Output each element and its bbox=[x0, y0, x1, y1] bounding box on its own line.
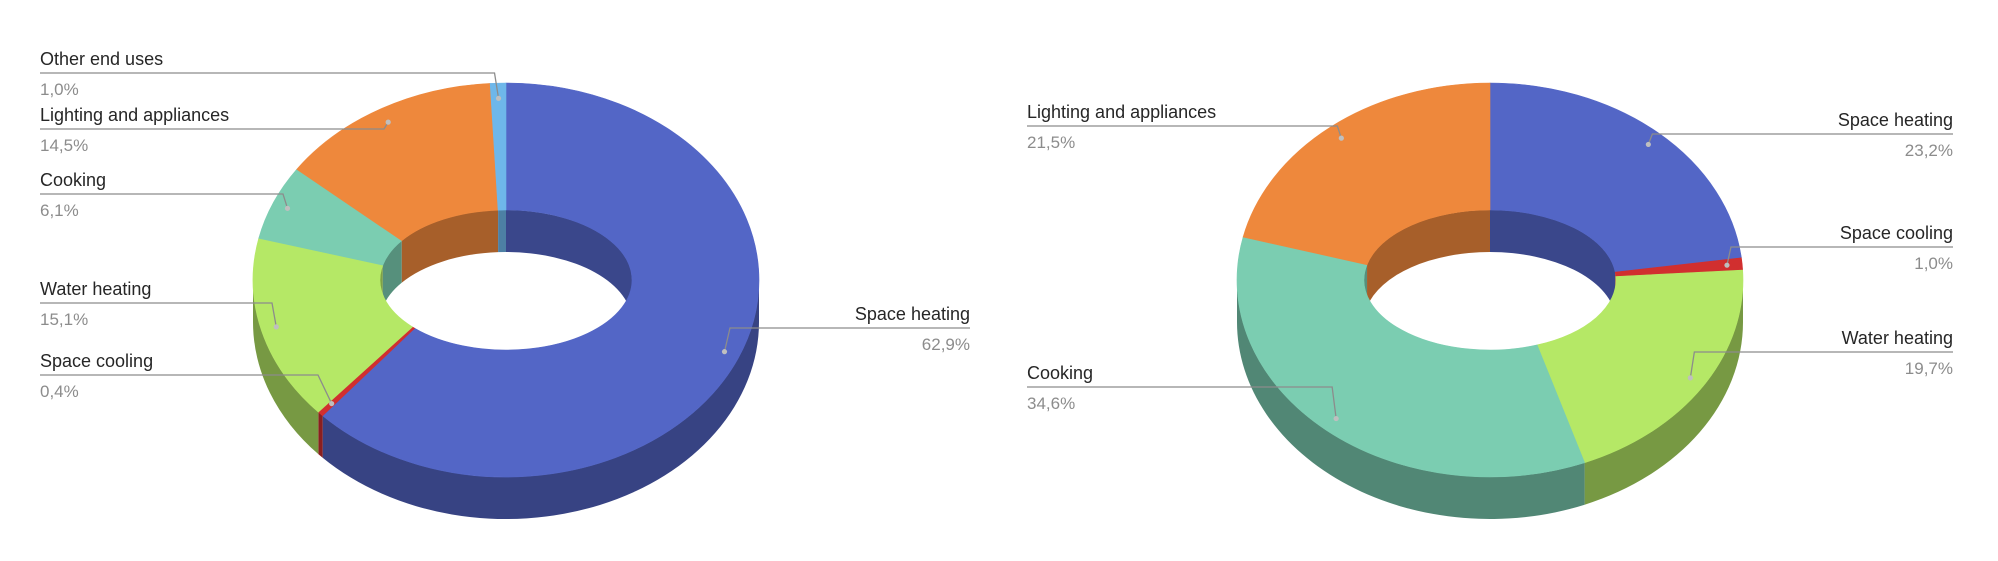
category-label: Water heating bbox=[1842, 328, 1953, 348]
value-label: 14,5% bbox=[40, 136, 88, 155]
leader-anchor bbox=[722, 349, 727, 354]
label-lighting_and_appliances: Lighting and appliances 21,5% bbox=[1027, 102, 1344, 152]
leader-anchor bbox=[386, 120, 391, 125]
value-label: 34,6% bbox=[1027, 394, 1075, 413]
value-label: 6,1% bbox=[40, 201, 79, 220]
category-label: Cooking bbox=[1027, 363, 1093, 383]
leader-anchor bbox=[285, 206, 290, 211]
category-label: Space cooling bbox=[1840, 223, 1953, 243]
outer-wall-space_cooling bbox=[318, 412, 322, 458]
inner-wall-other_end_uses bbox=[498, 210, 506, 252]
category-label: Space cooling bbox=[40, 351, 153, 371]
value-label: 15,1% bbox=[40, 310, 88, 329]
category-label: Space heating bbox=[855, 304, 970, 324]
leader-anchor bbox=[274, 324, 279, 329]
category-label: Cooking bbox=[40, 170, 106, 190]
leader-anchor bbox=[496, 96, 501, 101]
category-label: Lighting and appliances bbox=[40, 105, 229, 125]
leader-anchor bbox=[1646, 142, 1651, 147]
leader-anchor bbox=[1334, 416, 1339, 421]
value-label: 1,0% bbox=[1914, 254, 1953, 273]
value-label: 1,0% bbox=[40, 80, 79, 99]
value-label: 62,9% bbox=[922, 335, 970, 354]
category-label: Space heating bbox=[1838, 110, 1953, 130]
leader-anchor bbox=[1724, 263, 1729, 268]
label-space_heating: Space heating 62,9% bbox=[722, 304, 970, 354]
label-cooking: Cooking 6,1% bbox=[40, 170, 290, 220]
value-label: 21,5% bbox=[1027, 133, 1075, 152]
leader-anchor bbox=[1339, 136, 1344, 141]
leader-anchor bbox=[329, 401, 334, 406]
label-space_cooling: Space cooling 1,0% bbox=[1724, 223, 1953, 273]
category-label: Water heating bbox=[40, 279, 151, 299]
value-label: 23,2% bbox=[1905, 141, 1953, 160]
label-water_heating: Water heating 15,1% bbox=[40, 279, 279, 329]
category-label: Lighting and appliances bbox=[1027, 102, 1216, 122]
label-space_heating: Space heating 23,2% bbox=[1646, 110, 1953, 160]
category-label: Other end uses bbox=[40, 49, 163, 69]
value-label: 19,7% bbox=[1905, 359, 1953, 378]
value-label: 0,4% bbox=[40, 382, 79, 401]
leader-anchor bbox=[1688, 375, 1693, 380]
donut-chart-1: Space heating 62,9% Space cooling 0,4% Water… bbox=[40, 49, 970, 519]
donut-chart-2: Space heating 23,2% Space cooling 1,0% Water… bbox=[1027, 83, 1953, 519]
